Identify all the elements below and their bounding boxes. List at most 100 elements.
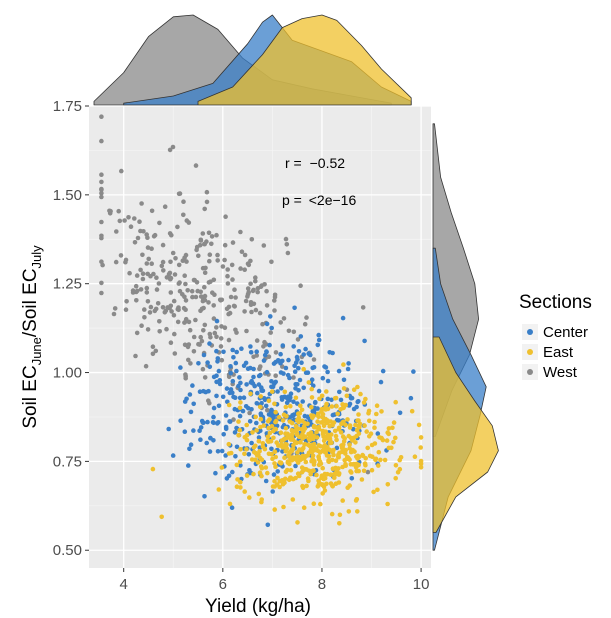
point-east [311,462,317,467]
point-center [228,387,234,392]
top-marginal-density [93,14,412,106]
point-center [325,369,330,375]
point-west [200,231,206,236]
point-east [309,405,314,410]
point-center [271,472,277,477]
point-west [222,242,228,248]
point-east [391,420,397,425]
point-east [253,414,258,420]
point-west [295,337,301,342]
point-east [332,396,338,401]
point-east [360,453,366,459]
point-west [264,288,269,294]
point-west [138,287,144,292]
point-east [355,384,360,390]
point-center [338,397,344,403]
point-west [209,241,214,247]
point-east [219,465,225,470]
point-center [186,463,191,468]
point-west [169,232,174,238]
point-center [296,365,301,371]
point-center [216,403,222,409]
point-center [251,374,256,380]
point-center [214,379,219,385]
point-east [328,472,334,478]
point-center [300,399,306,404]
point-east [316,443,322,448]
point-east [298,403,303,409]
point-west [162,310,168,315]
point-center [228,364,233,369]
point-east [311,501,317,507]
point-west [145,327,151,332]
point-west [283,236,289,242]
point-east [282,436,287,442]
point-east [412,454,418,460]
point-center [230,469,235,475]
point-west [238,229,243,235]
point-east [242,489,247,494]
point-west [181,199,186,204]
point-center [227,419,232,424]
point-east [304,483,309,489]
point-center [205,360,210,365]
y-tick-label: 1.75 [53,98,82,115]
point-east [303,459,309,465]
point-center [325,378,331,384]
point-center [198,425,204,430]
point-east [292,440,298,445]
point-east [357,424,362,430]
point-east [336,453,341,459]
point-west [242,252,248,258]
point-east [337,512,343,518]
point-west [134,298,139,303]
point-west [258,364,263,369]
point-east [300,485,306,491]
point-east [378,457,383,463]
point-center [296,349,302,354]
point-center [231,394,236,400]
point-east [329,432,334,437]
point-west [175,307,181,312]
point-east [259,465,265,471]
point-east [393,435,398,441]
point-east [283,425,289,431]
point-center [248,365,253,371]
point-west [278,320,284,325]
point-center [224,476,230,481]
point-center [230,347,235,353]
point-center [207,449,213,454]
point-east [317,396,322,402]
point-east [306,380,312,385]
point-east [368,431,374,437]
point-east [320,465,326,471]
point-east [238,447,243,452]
point-east [259,457,265,463]
point-east [335,411,341,417]
x-tick-label: 8 [318,576,326,593]
point-east [226,402,232,408]
series-west [99,114,371,475]
point-east [303,467,309,472]
point-east [379,409,384,414]
point-west [207,252,213,257]
point-east [340,444,346,450]
point-east [329,483,335,488]
point-east [353,464,359,470]
point-east [351,387,357,393]
point-center [264,321,270,327]
point-center [267,342,272,348]
point-west [111,311,117,317]
point-center [397,410,403,416]
point-center [244,382,249,387]
point-west [230,277,235,282]
point-east [247,495,252,500]
point-west [99,172,104,177]
point-east [256,438,262,444]
point-west [260,321,265,327]
point-west [142,307,147,312]
point-east [278,461,284,466]
point-west [149,246,154,251]
point-east [283,469,289,475]
point-east [389,445,394,451]
